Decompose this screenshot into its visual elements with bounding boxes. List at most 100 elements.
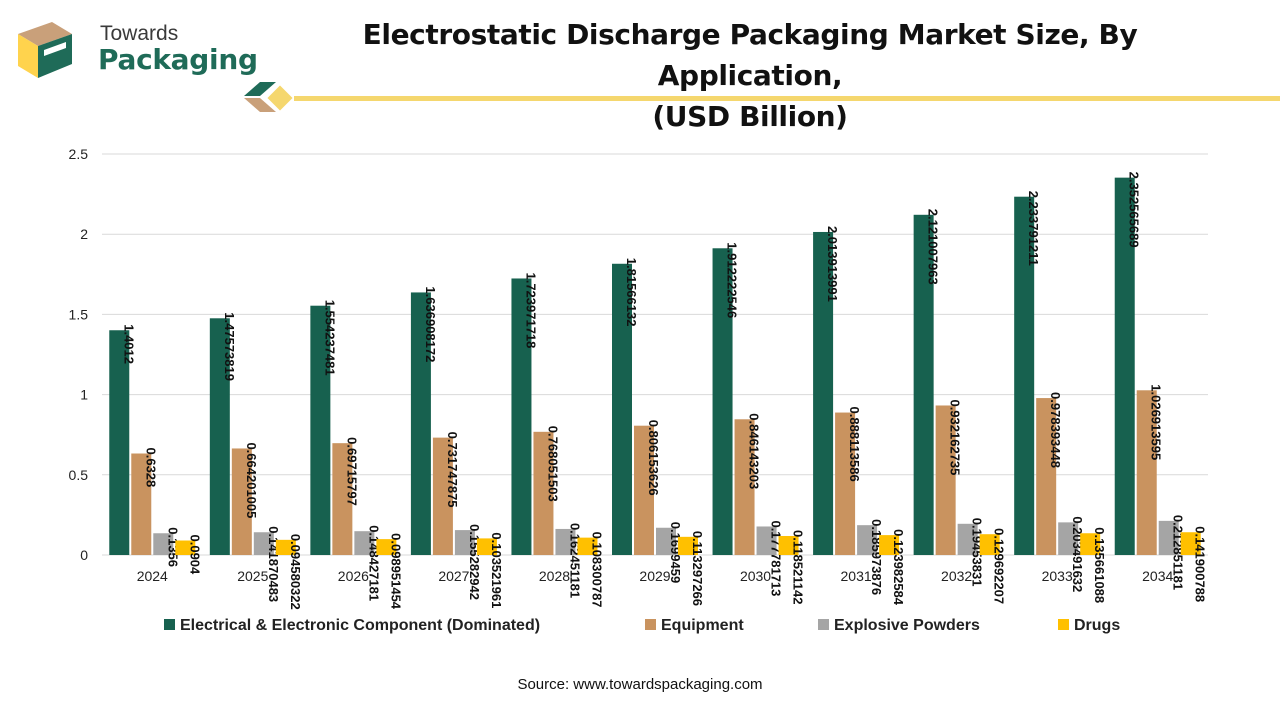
bar <box>857 525 878 555</box>
data-label: 0.768051503 <box>545 426 560 502</box>
data-label: 0.155282942 <box>467 524 482 600</box>
y-tick-label: 1.5 <box>69 306 89 322</box>
bar <box>109 330 130 555</box>
bar <box>209 318 230 555</box>
data-label: 1.912222546 <box>725 242 740 318</box>
data-label: 0.177781713 <box>769 520 784 596</box>
x-tick-label: 2030 <box>740 568 771 584</box>
bar <box>712 248 733 555</box>
bar <box>1014 196 1035 555</box>
bar <box>1136 390 1157 555</box>
bar <box>310 305 331 555</box>
data-label: 2.352565689 <box>1127 172 1142 248</box>
legend-label: Equipment <box>661 617 744 634</box>
page-title: Electrostatic Discharge Packaging Market… <box>270 14 1230 137</box>
data-label: 0.113297266 <box>690 531 705 606</box>
box-logo-icon <box>18 22 72 78</box>
bar <box>376 539 397 555</box>
bar <box>332 443 353 555</box>
legend-label: Electrical & Electronic Component (Domin… <box>180 617 540 634</box>
title-line-1: Electrostatic Discharge Packaging Market… <box>362 18 1138 92</box>
y-tick-label: 1 <box>80 387 88 403</box>
bar <box>1036 398 1057 555</box>
data-label: 0.6328 <box>143 447 158 487</box>
bar <box>231 448 252 555</box>
data-label: 0.978393448 <box>1048 392 1063 468</box>
bar <box>913 214 934 555</box>
data-label: 0.69715797 <box>344 437 359 506</box>
accent-line <box>294 96 1280 101</box>
data-label: 1.554237481 <box>322 300 337 376</box>
x-tick-label: 2026 <box>338 568 369 584</box>
bar <box>1058 522 1079 555</box>
legend-swatch <box>1058 619 1069 630</box>
data-label: 0.129692207 <box>992 528 1007 604</box>
bar <box>175 540 196 555</box>
bar <box>432 437 453 555</box>
data-label: 0.664201005 <box>244 442 259 518</box>
data-label: 0.141870483 <box>266 526 281 602</box>
data-label: 1.026913595 <box>1149 384 1164 460</box>
bar <box>1180 532 1201 555</box>
bar <box>354 531 375 555</box>
x-tick-label: 2027 <box>438 568 469 584</box>
data-label: 0.135661088 <box>1092 527 1107 603</box>
legend-label: Drugs <box>1074 617 1120 634</box>
bar <box>979 534 1000 555</box>
data-label: 0.108300787 <box>589 532 604 608</box>
brand-logo: Towards Packaging <box>14 18 258 88</box>
y-tick-label: 0.5 <box>69 467 89 483</box>
brand-name-line2: Packaging <box>98 43 258 76</box>
data-label: 0.806153626 <box>646 420 661 496</box>
bar <box>454 530 475 555</box>
bar <box>778 535 799 555</box>
bar <box>957 523 978 555</box>
y-tick-label: 0 <box>80 547 88 563</box>
bar <box>253 532 274 555</box>
data-label: 0.932162735 <box>948 399 963 475</box>
bar <box>656 527 676 555</box>
x-tick-label: 2024 <box>137 568 168 584</box>
data-label: 1.47573819 <box>222 312 237 381</box>
bar <box>813 231 834 555</box>
source-note: Source: www.towardspackaging.com <box>517 676 763 693</box>
data-label: 0.731747875 <box>445 432 460 508</box>
data-label: 0.098951454 <box>388 533 403 610</box>
bar <box>835 412 856 555</box>
data-label: 0.846143203 <box>747 413 762 489</box>
bar <box>131 453 152 555</box>
bar <box>153 533 174 555</box>
bar <box>935 405 956 555</box>
data-label: 1.4012 <box>121 324 136 364</box>
data-label: 1.723971718 <box>523 272 538 348</box>
data-label: 0.103521961 <box>489 532 504 608</box>
bar <box>756 526 777 555</box>
data-label: 0.162451181 <box>567 523 582 598</box>
data-label: 2.121007963 <box>926 209 941 285</box>
legend-swatch <box>645 619 656 630</box>
legend-swatch <box>818 619 829 630</box>
y-tick-label: 2.5 <box>69 146 89 162</box>
x-tick-label: 2028 <box>539 568 570 584</box>
legend-label: Explosive Powders <box>834 617 980 634</box>
brand-name-line1: Towards <box>100 22 179 45</box>
y-tick-label: 2 <box>80 226 88 242</box>
data-label: 0.118521142 <box>791 530 806 604</box>
title-line-2: (USD Billion) <box>652 100 848 133</box>
x-tick-label: 2034 <box>1142 568 1173 584</box>
bar <box>511 278 532 555</box>
data-label: 0.148427181 <box>366 525 381 601</box>
bar <box>533 431 554 555</box>
data-label: 0.888113586 <box>847 407 862 482</box>
title-accent-decoration <box>244 82 1280 114</box>
data-label: 0.094580322 <box>288 534 303 610</box>
bar <box>678 536 698 555</box>
data-label: 0.141900788 <box>1193 526 1208 602</box>
legend-swatch <box>164 619 175 630</box>
data-label: 0.1356 <box>165 527 180 567</box>
bar <box>612 263 632 555</box>
data-label: 0.0904 <box>187 534 202 575</box>
data-label: 0.123982584 <box>891 529 906 606</box>
data-label: 1.81566132 <box>624 258 639 327</box>
